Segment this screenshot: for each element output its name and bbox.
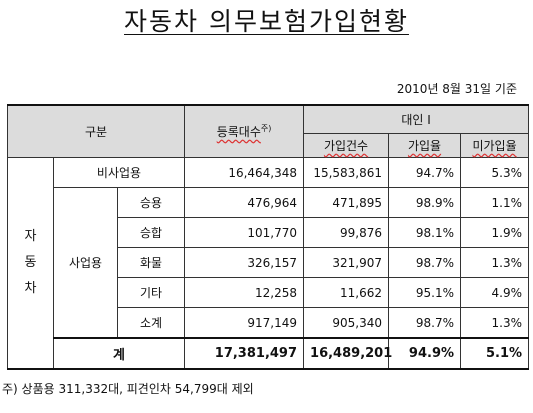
- insured-cell: 99,876: [303, 217, 390, 248]
- header-registered-label: 등록대수: [216, 125, 261, 139]
- row-label: 비사업용: [52, 157, 186, 188]
- unrate-cell: 1.1%: [460, 187, 530, 218]
- total-registered: 17,381,497: [184, 337, 305, 370]
- header-liability-group: 대인 I: [303, 104, 530, 134]
- footnote: 주) 상품용 311,332대, 피견인차 54,799대 제외: [2, 382, 254, 396]
- table-row: 승합 101,770 99,876 98.1% 1.9%: [8, 217, 530, 248]
- insured-cell: 471,895: [303, 187, 390, 218]
- table-row: 자 동 차 비사업용 16,464,348 15,583,861 94.7% 5…: [7, 157, 530, 370]
- insured-cell: 11,662: [303, 277, 390, 308]
- header-insured-count-label: 가입건수: [323, 139, 369, 153]
- row-label: 화물: [116, 247, 186, 278]
- table-row: 소계 917,149 905,340 98.7% 1.3%: [8, 307, 530, 339]
- insured-cell: 905,340: [303, 307, 390, 339]
- rate-cell: 98.7%: [388, 247, 462, 278]
- registered-cell: 16,464,348: [184, 157, 305, 188]
- registered-cell: 326,157: [184, 247, 305, 278]
- vehicle-group-label: 자 동 차: [7, 157, 54, 370]
- registered-cell: 101,770: [184, 217, 305, 248]
- insured-cell: 15,583,861: [303, 157, 390, 188]
- rate-cell: 98.9%: [388, 187, 462, 218]
- total-unrate: 5.1%: [460, 337, 530, 370]
- rate-cell: 98.1%: [388, 217, 462, 248]
- total-insured: 16,489,201: [303, 337, 392, 370]
- page-title: 자동차 의무보험가입현황: [124, 7, 409, 36]
- header-registered: 등록대수주): [184, 104, 305, 158]
- commercial-label: 사업용: [53, 187, 118, 339]
- unrate-cell: 5.3%: [460, 157, 530, 188]
- rate-cell: 95.1%: [388, 277, 462, 308]
- footnote-mark: 주): [260, 124, 272, 133]
- group-char: 자: [24, 229, 37, 244]
- header-uninsured-rate: 미가입율: [460, 133, 530, 158]
- header-insured-rate: 가입율: [388, 133, 462, 158]
- unrate-cell: 4.9%: [460, 277, 530, 308]
- group-char: 차: [24, 281, 37, 296]
- header-insured-rate-label: 가입율: [407, 139, 442, 153]
- insurance-table: 구분 등록대수주) 대인 I 가입건수 가입율 미가입율 자 동 차 비사업용 …: [6, 104, 530, 370]
- total-row: 계 17,381,497 16,489,201 94.9% 5.1%: [8, 337, 530, 370]
- unrate-cell: 1.9%: [460, 217, 530, 248]
- table-row: 기타 12,258 11,662 95.1% 4.9%: [8, 277, 530, 308]
- group-char: 동: [24, 255, 37, 270]
- total-rate: 94.9%: [388, 337, 462, 370]
- basis-date: 2010년 8월 31일 기준: [396, 82, 517, 96]
- registered-cell: 476,964: [184, 187, 305, 218]
- header-insured-count: 가입건수: [303, 133, 390, 158]
- header-row-1: 구분 등록대수주) 대인 I: [6, 104, 530, 158]
- row-label: 소계: [116, 307, 186, 339]
- insured-cell: 321,907: [303, 247, 390, 278]
- header-category: 구분: [6, 104, 186, 158]
- registered-cell: 12,258: [184, 277, 305, 308]
- table-row: 화물 326,157 321,907 98.7% 1.3%: [8, 247, 530, 278]
- table-row: 사업용 승용 476,964 471,895 98.9% 1.1%: [8, 187, 530, 339]
- registered-cell: 917,149: [184, 307, 305, 339]
- row-label: 기타: [116, 277, 186, 308]
- header-row-2: 가입건수 가입율 미가입율: [8, 133, 530, 158]
- rate-cell: 94.7%: [388, 157, 462, 188]
- unrate-cell: 1.3%: [460, 307, 530, 339]
- header-uninsured-rate-label: 미가입율: [472, 139, 517, 153]
- rate-cell: 98.7%: [388, 307, 462, 339]
- total-label: 계: [52, 337, 186, 370]
- unrate-cell: 1.3%: [460, 247, 530, 278]
- row-label: 승합: [116, 217, 186, 248]
- row-label: 승용: [116, 187, 186, 218]
